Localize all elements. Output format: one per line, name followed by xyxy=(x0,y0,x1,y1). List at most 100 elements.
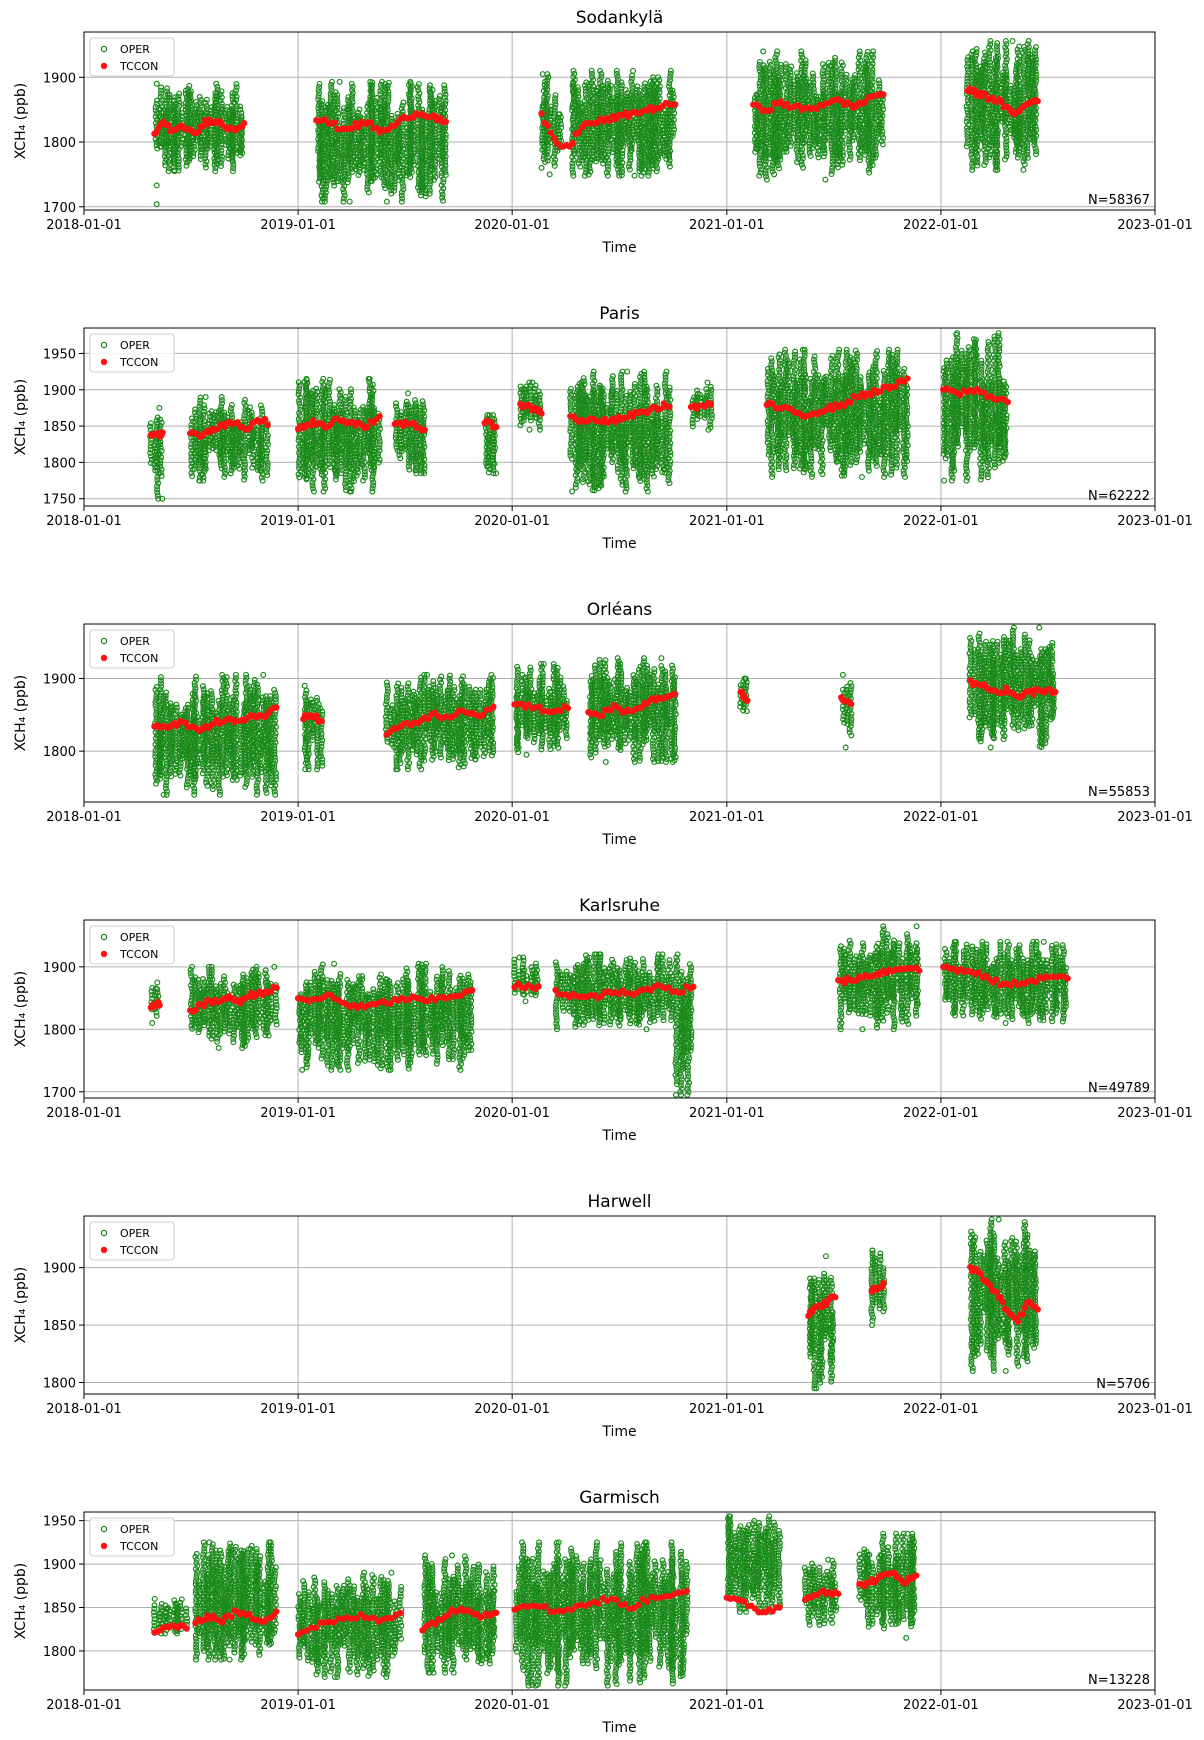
oper-point xyxy=(399,142,406,149)
oper-point xyxy=(238,140,245,147)
oper-point xyxy=(551,159,558,166)
oper-point xyxy=(825,59,832,66)
oper-point xyxy=(872,121,879,128)
oper-point xyxy=(798,51,805,58)
oper-point xyxy=(649,146,656,153)
oper-point xyxy=(318,137,325,144)
oper-point xyxy=(193,137,200,144)
oper-point xyxy=(819,70,826,77)
oper-point xyxy=(857,124,864,131)
oper-point xyxy=(875,108,882,115)
oper-point xyxy=(1032,44,1039,51)
oper-point xyxy=(431,176,438,183)
oper-point xyxy=(628,144,635,151)
oper-point xyxy=(349,89,356,96)
oper-point xyxy=(190,153,197,160)
oper-point xyxy=(835,164,842,171)
oper-point xyxy=(869,79,876,86)
oper-point xyxy=(407,89,414,96)
oper-point xyxy=(357,145,364,152)
oper-point xyxy=(863,73,870,80)
oper-point xyxy=(334,92,341,99)
oper-point xyxy=(399,121,406,128)
oper-point xyxy=(666,151,673,158)
oper-point xyxy=(318,146,325,153)
oper-point xyxy=(422,193,429,200)
oper-point xyxy=(820,87,827,94)
oper-point xyxy=(555,114,562,121)
data-layer xyxy=(151,38,1041,208)
oper-point xyxy=(387,181,394,188)
tccon-point xyxy=(331,119,338,126)
oper-point xyxy=(187,100,194,107)
oper-point xyxy=(628,137,635,144)
oper-point xyxy=(810,89,817,96)
oper-point xyxy=(233,81,240,88)
oper-point xyxy=(878,119,885,126)
oper-point xyxy=(410,136,417,143)
oper-point xyxy=(799,152,806,159)
oper-point xyxy=(631,172,638,179)
oper-point xyxy=(778,125,785,132)
oper-point xyxy=(606,127,613,134)
oper-point xyxy=(161,153,168,160)
oper-point xyxy=(758,166,765,173)
oper-point xyxy=(588,150,595,157)
oper-point xyxy=(863,70,870,77)
oper-point xyxy=(964,72,971,79)
oper-point xyxy=(868,57,875,64)
oper-point xyxy=(385,91,392,98)
oper-point xyxy=(153,182,160,189)
oper-point xyxy=(545,74,552,81)
oper-point xyxy=(538,164,545,171)
oper-point xyxy=(552,92,559,99)
oper-point xyxy=(349,162,356,169)
oper-point xyxy=(217,128,224,135)
oper-cluster xyxy=(751,48,887,183)
oper-point xyxy=(850,134,857,141)
oper-point xyxy=(395,148,402,155)
oper-point xyxy=(218,163,225,170)
oper-point xyxy=(832,54,839,61)
oper-point xyxy=(368,153,375,160)
x-tick-label: 2023-01-01 xyxy=(1117,218,1193,233)
oper-point xyxy=(174,152,181,159)
oper-point xyxy=(408,95,415,102)
oper-point xyxy=(383,155,390,162)
oper-point xyxy=(589,73,596,80)
oper-point xyxy=(416,99,423,106)
oper-point xyxy=(371,168,378,175)
oper-point xyxy=(442,131,449,138)
oper-point xyxy=(588,70,595,77)
oper-point xyxy=(398,189,405,196)
oper-point xyxy=(191,143,198,150)
oper-point xyxy=(822,137,829,144)
oper-point xyxy=(214,151,221,158)
oper-point xyxy=(175,96,182,103)
oper-point xyxy=(544,148,551,155)
oper-point xyxy=(340,145,347,152)
oper-point xyxy=(786,136,793,143)
oper-point xyxy=(415,105,422,112)
oper-point xyxy=(856,72,863,79)
oper-point xyxy=(577,100,584,107)
oper-point xyxy=(426,184,433,191)
oper-point xyxy=(630,67,637,74)
oper-point xyxy=(610,95,617,102)
oper-point xyxy=(233,84,240,91)
oper-point xyxy=(633,86,640,93)
oper-point xyxy=(795,124,802,131)
oper-point xyxy=(557,121,564,128)
oper-point xyxy=(213,160,220,167)
series-oper xyxy=(147,330,1010,502)
oper-point xyxy=(605,157,612,164)
oper-point xyxy=(218,138,225,145)
oper-point xyxy=(162,131,169,138)
oper-point xyxy=(159,131,166,138)
oper-point xyxy=(595,127,602,134)
oper-point xyxy=(431,140,438,147)
oper-point xyxy=(334,98,341,105)
oper-point xyxy=(756,80,763,87)
oper-point xyxy=(352,166,359,173)
